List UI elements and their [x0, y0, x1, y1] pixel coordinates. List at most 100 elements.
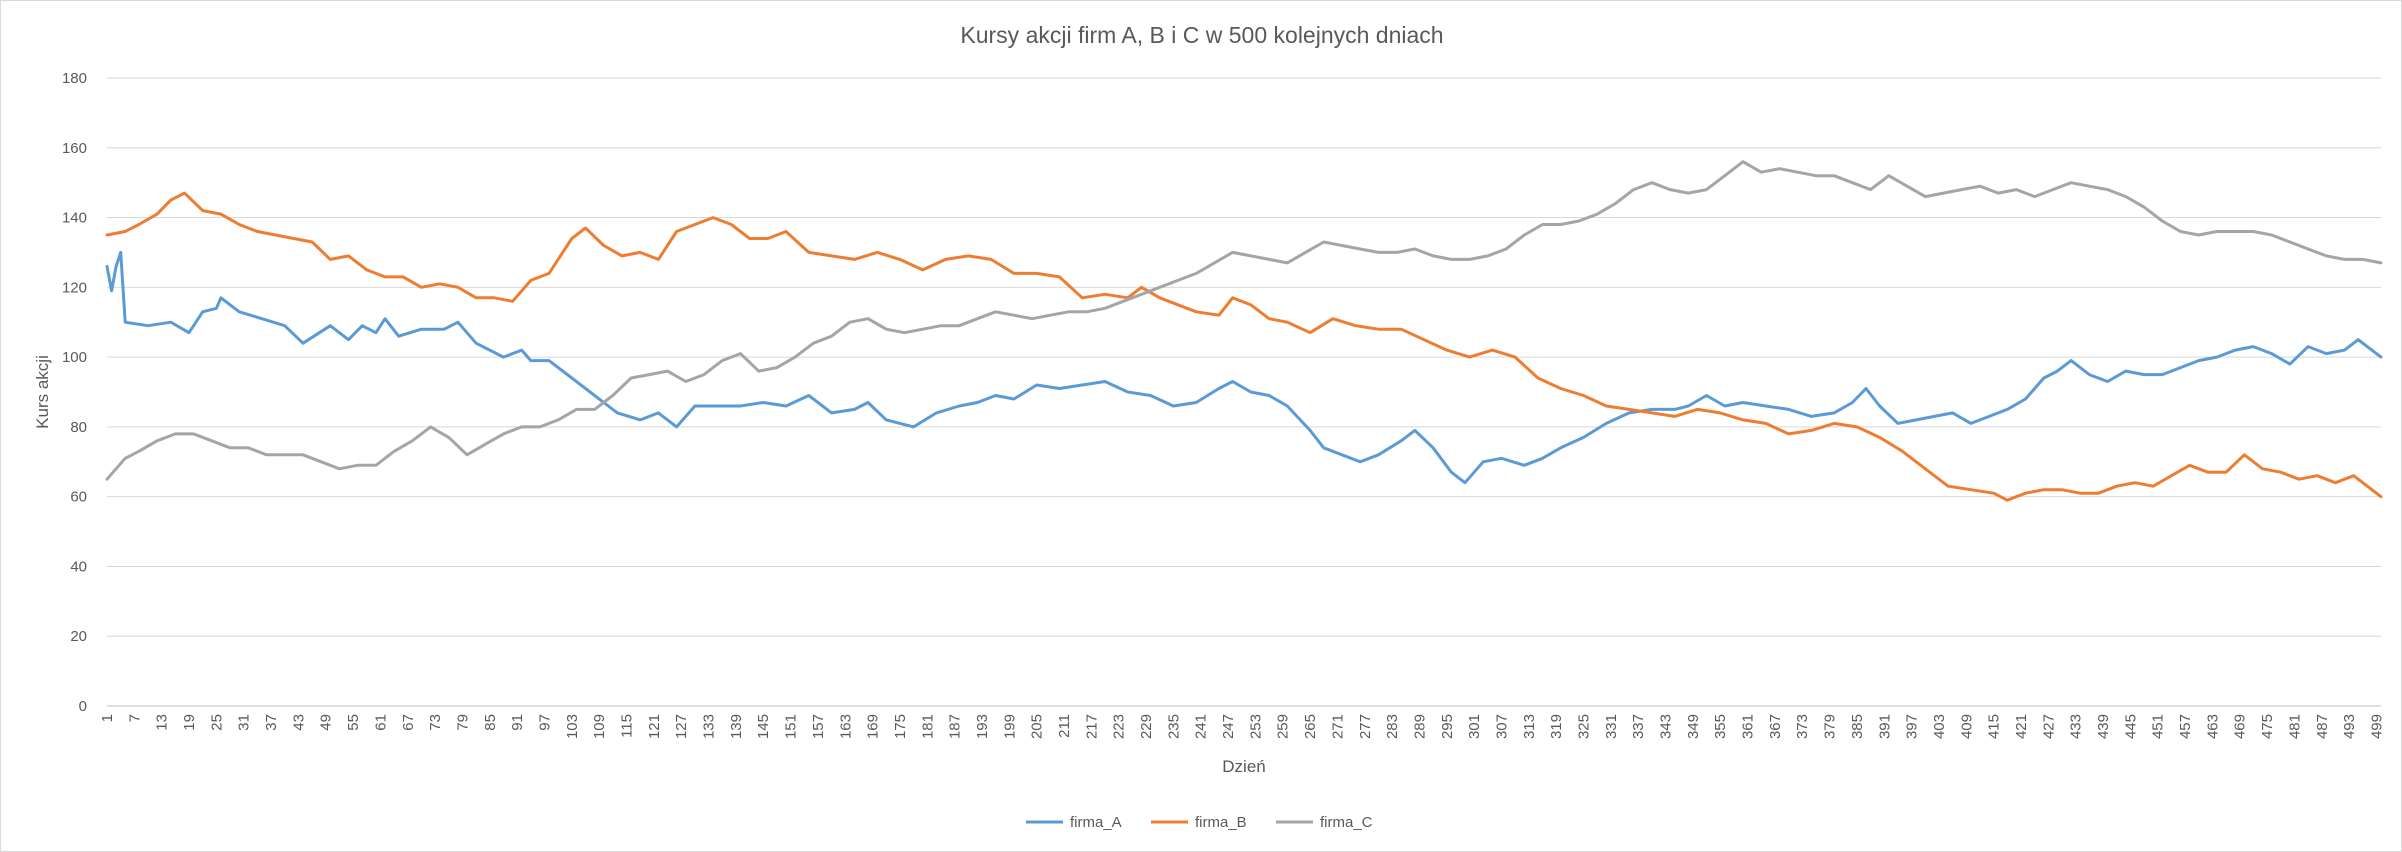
x-tick-label: 265: [1302, 714, 1319, 739]
x-tick-label: 223: [1111, 714, 1128, 739]
x-tick-label: 13: [154, 714, 171, 731]
x-tick-label: 451: [2150, 714, 2167, 739]
x-tick-label: 133: [701, 714, 718, 739]
x-tick-label: 1: [99, 714, 116, 722]
x-tick-label: 85: [482, 714, 499, 731]
x-tick-label: 43: [290, 714, 307, 731]
legend-label-firma_A: firma_A: [1070, 814, 1122, 831]
y-tick-labels: 0 20 40 60 80 100 120 140 160 180: [62, 70, 87, 715]
x-tick-label: 79: [454, 714, 471, 731]
x-tick-label: 73: [427, 714, 444, 731]
x-tick-label: 343: [1658, 714, 1675, 739]
x-tick-labels: 1 7 13 19 25 31 37 43 49 55 61 67 73 79 85 91 97 103 109 11…: [99, 714, 2385, 739]
x-tick-label: 199: [1001, 714, 1018, 739]
x-tick-label: 259: [1275, 714, 1292, 739]
x-tick-label: 247: [1220, 714, 1237, 739]
x-tick-label: 499: [2368, 714, 2385, 739]
x-tick-label: 109: [591, 714, 608, 739]
x-tick-label: 31: [236, 714, 253, 731]
chart-title: Kursy akcji firm A, B i C w 500 kolejnyc…: [960, 22, 1443, 48]
legend: firma_A firma_B firma_C: [1026, 814, 1373, 831]
x-tick-label: 235: [1165, 714, 1182, 739]
x-tick-label: 61: [372, 714, 389, 731]
x-tick-label: 319: [1548, 714, 1565, 739]
x-tick-label: 289: [1411, 714, 1428, 739]
y-tick-label: 120: [62, 279, 87, 296]
x-axis-title: Dzień: [1222, 757, 1265, 776]
x-tick-label: 307: [1493, 714, 1510, 739]
y-tick-label: 140: [62, 210, 87, 227]
y-axis-title: Kurs akcji: [33, 355, 52, 429]
x-tick-label: 91: [509, 714, 526, 731]
x-tick-label: 229: [1138, 714, 1155, 739]
x-tick-label: 379: [1822, 714, 1839, 739]
x-tick-label: 391: [1876, 714, 1893, 739]
x-tick-label: 325: [1576, 714, 1593, 739]
x-tick-label: 127: [673, 714, 690, 739]
y-tick-label: 160: [62, 140, 87, 157]
x-tick-label: 7: [126, 714, 143, 722]
x-tick-label: 331: [1603, 714, 1620, 739]
y-tick-label: 60: [70, 489, 87, 506]
x-tick-label: 397: [1904, 714, 1921, 739]
x-tick-label: 475: [2259, 714, 2276, 739]
legend-label-firma_C: firma_C: [1320, 814, 1373, 831]
series-lines: [105, 160, 2383, 502]
x-tick-label: 367: [1767, 714, 1784, 739]
x-tick-label: 457: [2177, 714, 2194, 739]
x-tick-label: 169: [865, 714, 882, 739]
x-tick-label: 355: [1712, 714, 1729, 739]
x-tick-label: 481: [2286, 714, 2303, 739]
x-tick-label: 211: [1056, 714, 1073, 738]
y-tick-label: 180: [62, 70, 87, 87]
x-tick-label: 139: [728, 714, 745, 739]
x-tick-label: 403: [1931, 714, 1948, 739]
x-tick-label: 19: [181, 714, 198, 731]
x-tick-label: 283: [1384, 714, 1401, 739]
series-line-firma_B: [105, 191, 2383, 502]
x-tick-label: 175: [892, 714, 909, 739]
x-tick-label: 445: [2122, 714, 2139, 739]
x-tick-label: 103: [564, 714, 581, 739]
x-tick-label: 55: [345, 714, 362, 731]
x-tick-label: 277: [1357, 714, 1374, 739]
x-tick-label: 25: [208, 714, 225, 731]
y-tick-label: 40: [70, 558, 87, 575]
x-tick-label: 187: [947, 714, 964, 739]
x-tick-label: 313: [1521, 714, 1538, 739]
x-tick-label: 49: [318, 714, 335, 731]
x-tick-label: 217: [1083, 714, 1100, 739]
x-tick-label: 433: [2068, 714, 2085, 739]
x-tick-label: 493: [2341, 714, 2358, 739]
series-line-firma_A: [105, 250, 2383, 485]
y-tick-label: 100: [62, 349, 87, 366]
x-tick-label: 337: [1630, 714, 1647, 739]
series-line-firma_C: [105, 160, 2383, 481]
x-tick-label: 385: [1849, 714, 1866, 739]
x-tick-label: 301: [1466, 714, 1483, 739]
x-tick-label: 463: [2204, 714, 2221, 739]
x-tick-label: 67: [400, 714, 417, 731]
x-tick-label: 163: [837, 714, 854, 739]
y-tick-label: 0: [79, 698, 87, 715]
x-tick-label: 115: [619, 714, 636, 738]
x-tick-label: 427: [2040, 714, 2057, 739]
x-tick-label: 205: [1029, 714, 1046, 739]
x-tick-label: 415: [1986, 714, 2003, 739]
x-tick-label: 271: [1329, 714, 1346, 739]
x-tick-label: 349: [1685, 714, 1702, 739]
gridlines: [107, 77, 2381, 637]
x-tick-label: 361: [1740, 714, 1757, 739]
x-tick-label: 253: [1247, 714, 1264, 739]
x-tick-label: 145: [755, 714, 772, 739]
x-tick-label: 421: [2013, 714, 2030, 739]
x-tick-label: 121: [646, 714, 663, 739]
x-tick-label: 37: [263, 714, 280, 731]
x-tick-label: 373: [1794, 714, 1811, 739]
y-tick-label: 80: [70, 419, 87, 436]
legend-label-firma_B: firma_B: [1195, 814, 1247, 831]
x-tick-label: 409: [1958, 714, 1975, 739]
x-tick-label: 241: [1193, 714, 1210, 739]
